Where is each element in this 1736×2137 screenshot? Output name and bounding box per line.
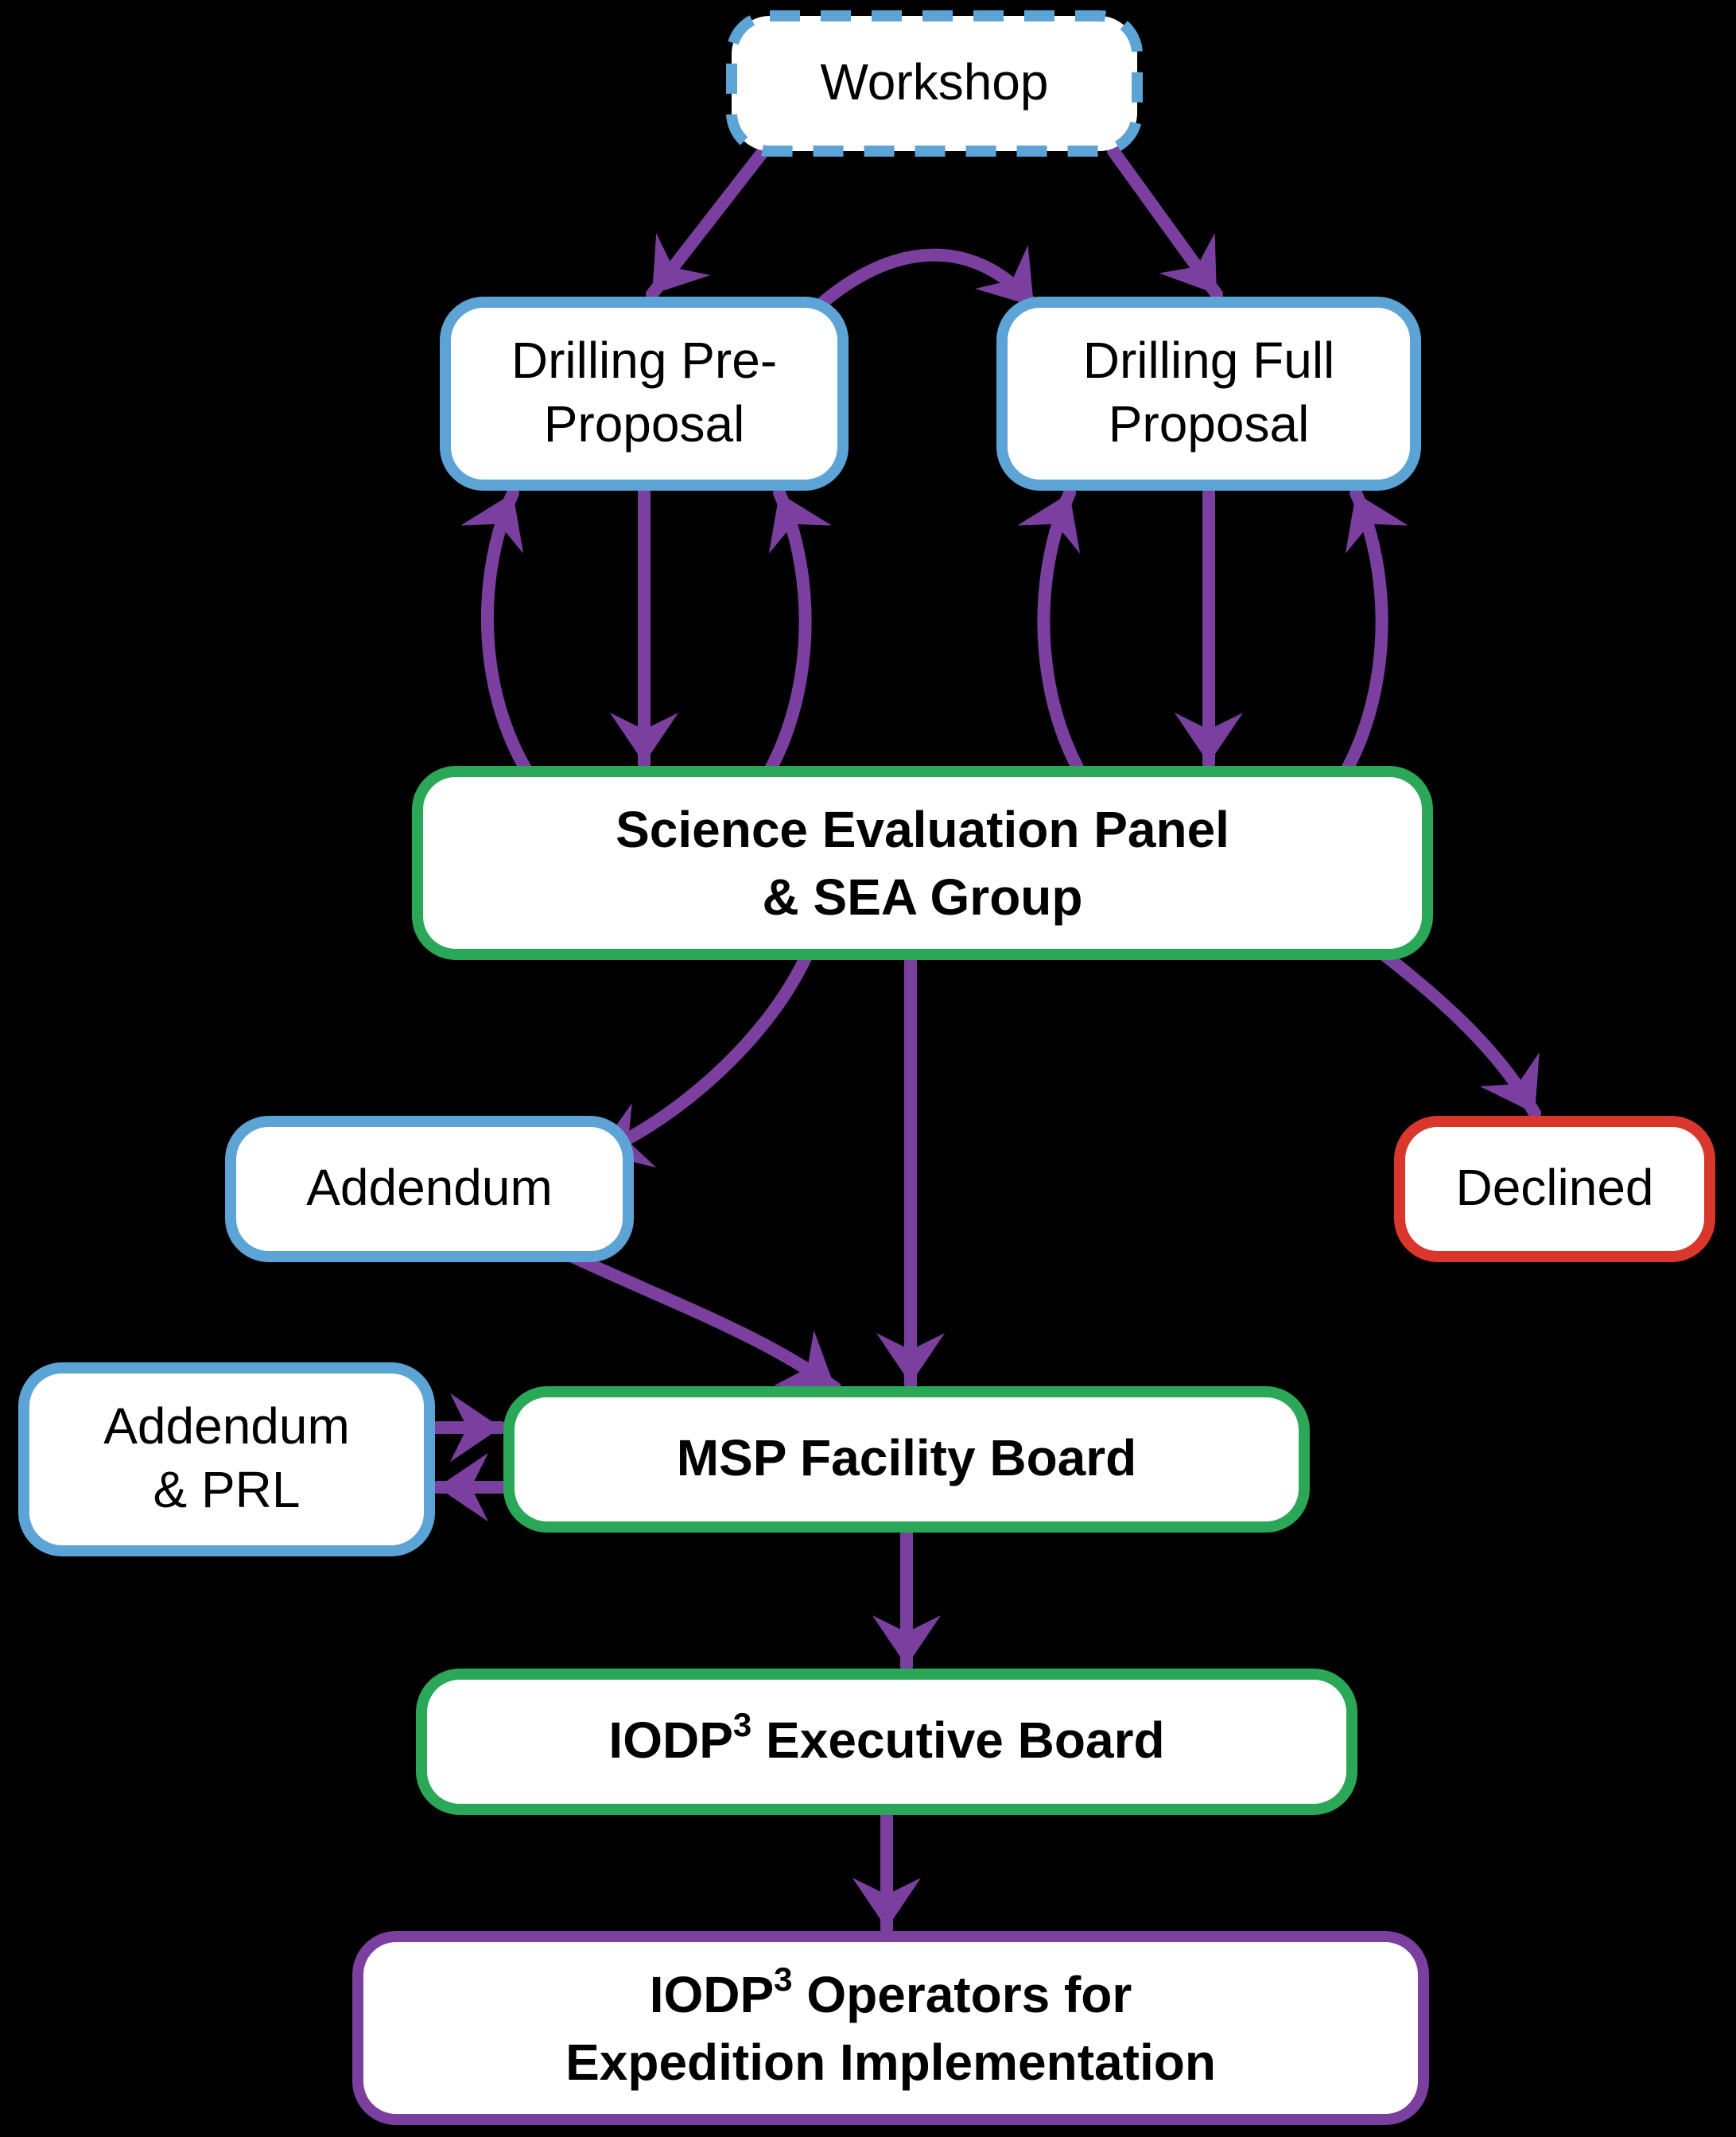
flowchart-diagram: WorkshopDrilling Pre-ProposalDrilling Fu… bbox=[0, 0, 1736, 2137]
node-label: & PRL bbox=[153, 1461, 301, 1518]
node-label: MSP Facility Board bbox=[677, 1429, 1137, 1486]
node-label: IODP3 Executive Board bbox=[608, 1706, 1164, 1769]
node-label: & SEA Group bbox=[763, 868, 1083, 926]
node-label: Science Evaluation Panel bbox=[616, 801, 1229, 858]
node-label: IODP3 Operators for bbox=[650, 1960, 1132, 2023]
node-label: Declined bbox=[1455, 1159, 1653, 1216]
node-sep: Science Evaluation Panel & SEA Group bbox=[417, 771, 1427, 954]
edge-sep-full-ra bbox=[1348, 493, 1382, 767]
node-label: Addendum bbox=[103, 1397, 350, 1455]
node-label: Workshop bbox=[821, 53, 1049, 111]
edge-sep-pre-la bbox=[487, 493, 525, 767]
node-label: Proposal bbox=[1109, 395, 1310, 453]
node-workshop: Workshop bbox=[732, 16, 1137, 151]
node-prePro: Drilling Pre- Proposal bbox=[445, 302, 843, 485]
edge-add-msp bbox=[573, 1257, 835, 1388]
node-label: Addendum bbox=[306, 1159, 553, 1216]
edge-sep-add bbox=[596, 954, 807, 1153]
edge-sep-pre-ra bbox=[771, 493, 806, 767]
node-label: Proposal bbox=[544, 395, 745, 453]
node-exec: IODP3 Executive Board bbox=[421, 1674, 1352, 1809]
edge-ws-pre bbox=[652, 151, 763, 294]
edge-sep-full-la bbox=[1043, 493, 1078, 767]
edge-pre-full-curve bbox=[823, 255, 1034, 306]
node-fullPro: Drilling Full Proposal bbox=[1002, 302, 1416, 485]
edge-ws-full bbox=[1113, 151, 1217, 294]
node-declined: Declined bbox=[1400, 1121, 1710, 1257]
node-addPRL: Addendum & PRL bbox=[24, 1368, 429, 1551]
node-addendum: Addendum bbox=[231, 1121, 628, 1257]
node-ops: IODP3 Operators for Expedition Implementa… bbox=[358, 1937, 1423, 2120]
node-label: Drilling Pre- bbox=[511, 332, 777, 389]
node-label: Expedition Implementation bbox=[565, 2034, 1216, 2091]
node-label: Drilling Full bbox=[1083, 332, 1335, 389]
edge-sep-dec bbox=[1384, 954, 1535, 1113]
node-mspFB: MSP Facility Board bbox=[509, 1392, 1304, 1527]
nodes-layer: WorkshopDrilling Pre-ProposalDrilling Fu… bbox=[24, 16, 1710, 2120]
